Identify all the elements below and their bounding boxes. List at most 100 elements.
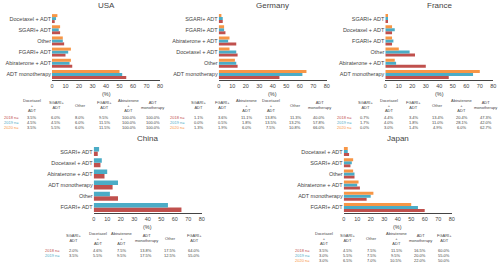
- svg-text:55.0%: 55.0%: [188, 253, 200, 258]
- svg-text:ADTmonotherapy: ADTmonotherapy: [474, 100, 497, 110]
- svg-text:17.5%: 17.5%: [140, 253, 152, 258]
- svg-text:9.5%: 9.5%: [99, 115, 109, 120]
- svg-text:Other: Other: [37, 38, 51, 44]
- svg-text:13.5%: 13.5%: [265, 120, 277, 125]
- svg-text:FGARI+ ADT: FGARI+ ADT: [185, 27, 218, 33]
- svg-text:10: 10: [229, 83, 235, 89]
- svg-text:20: 20: [368, 216, 374, 222]
- svg-text:2018 n=: 2018 n=: [170, 115, 185, 120]
- svg-text:100.0%: 100.0%: [146, 125, 160, 130]
- svg-text:100.0%: 100.0%: [122, 115, 136, 120]
- svg-text:1.8%: 1.8%: [409, 120, 419, 125]
- svg-text:ADT monotherapy: ADT monotherapy: [6, 71, 51, 77]
- svg-text:Other: Other: [165, 236, 176, 241]
- svg-text:11.5%: 11.5%: [99, 120, 110, 125]
- svg-text:22.0%: 22.0%: [414, 258, 426, 263]
- svg-text:13.4%: 13.4%: [432, 115, 444, 120]
- svg-text:42.0%: 42.0%: [480, 120, 492, 125]
- svg-text:2019 n=: 2019 n=: [337, 120, 352, 125]
- svg-text:70: 70: [310, 83, 316, 89]
- svg-text:12.5%: 12.5%: [164, 253, 176, 258]
- svg-text:2020 n=: 2020 n=: [337, 125, 352, 130]
- svg-text:ADT monotherapy: ADT monotherapy: [340, 71, 385, 77]
- svg-text:ADT monotherapy: ADT monotherapy: [48, 182, 93, 188]
- svg-text:50: 50: [408, 216, 414, 222]
- svg-text:0: 0: [384, 83, 387, 89]
- svg-text:60: 60: [422, 216, 428, 222]
- svg-text:100.0%: 100.0%: [122, 125, 136, 130]
- svg-text:100.0%: 100.0%: [146, 120, 160, 125]
- svg-text:2018 n=: 2018 n=: [45, 248, 60, 253]
- svg-text:60: 60: [172, 216, 178, 222]
- svg-text:11.3%: 11.3%: [290, 115, 301, 120]
- svg-text:Abiraterone + ADT: Abiraterone + ADT: [47, 171, 93, 177]
- svg-text:40: 40: [103, 83, 109, 89]
- svg-text:6.0%: 6.0%: [457, 125, 467, 130]
- svg-text:80: 80: [449, 216, 455, 222]
- svg-text:10: 10: [62, 83, 68, 89]
- svg-text:10.8%: 10.8%: [289, 125, 301, 130]
- svg-text:(%): (%): [268, 91, 277, 97]
- svg-text:50: 50: [116, 83, 122, 89]
- svg-text:11.5%: 11.5%: [99, 125, 110, 130]
- svg-text:60: 60: [297, 83, 303, 89]
- svg-text:1.3%: 1.3%: [194, 125, 204, 130]
- svg-text:SGARI+ADT: SGARI+ADT: [66, 233, 81, 243]
- svg-text:10: 10: [396, 83, 402, 89]
- svg-text:FGARI+ADT: FGARI+ADT: [215, 100, 230, 110]
- svg-text:Docetaxel+ADT: Docetaxel+ADT: [89, 231, 107, 246]
- svg-text:Other: Other: [290, 103, 301, 108]
- svg-text:11.1%: 11.1%: [241, 115, 252, 120]
- svg-text:62.7%: 62.7%: [480, 125, 492, 130]
- svg-text:3.0%: 3.0%: [384, 125, 394, 130]
- svg-text:(%): (%): [435, 91, 444, 97]
- svg-text:40.0%: 40.0%: [313, 115, 325, 120]
- svg-text:2019 n=: 2019 n=: [170, 120, 185, 125]
- svg-text:60: 60: [463, 83, 469, 89]
- svg-text:6.0%: 6.0%: [75, 125, 85, 130]
- svg-text:70: 70: [185, 216, 191, 222]
- svg-text:0: 0: [92, 216, 95, 222]
- svg-text:SGARI+ADT: SGARI+ADT: [358, 100, 373, 110]
- svg-text:10: 10: [104, 216, 110, 222]
- svg-text:7.5%: 7.5%: [266, 125, 276, 130]
- svg-text:1.8%: 1.8%: [242, 120, 252, 125]
- svg-text:2019 n=: 2019 n=: [4, 120, 19, 125]
- svg-text:57.8%: 57.8%: [313, 120, 325, 125]
- svg-text:0: 0: [50, 83, 53, 89]
- svg-text:(%): (%): [143, 224, 152, 230]
- svg-text:Other: Other: [75, 103, 86, 108]
- svg-text:2018 n=: 2018 n=: [295, 248, 310, 253]
- svg-text:20: 20: [118, 216, 124, 222]
- svg-text:ADT monotherapy: ADT monotherapy: [298, 193, 343, 199]
- svg-text:1.7%: 1.7%: [360, 120, 370, 125]
- svg-text:2018 n=: 2018 n=: [4, 115, 19, 120]
- svg-text:40: 40: [145, 216, 151, 222]
- svg-text:4.9%: 4.9%: [433, 125, 443, 130]
- svg-text:6.0%: 6.0%: [51, 115, 61, 120]
- svg-text:4.5%: 4.5%: [343, 248, 353, 253]
- svg-text:5.5%: 5.5%: [93, 253, 103, 258]
- svg-text:50: 50: [450, 83, 456, 89]
- svg-text:Docetaxel + ADT: Docetaxel + ADT: [10, 16, 52, 22]
- svg-text:3.6%: 3.6%: [218, 115, 228, 120]
- svg-text:Japan: Japan: [387, 134, 409, 143]
- svg-text:3.0%: 3.0%: [319, 258, 329, 263]
- svg-text:11.5%: 11.5%: [391, 248, 402, 253]
- svg-text:Other: Other: [204, 60, 218, 66]
- svg-text:(%): (%): [102, 91, 111, 97]
- svg-text:ADTmonotherapy: ADTmonotherapy: [409, 233, 432, 243]
- svg-text:Docetaxel + ADT: Docetaxel + ADT: [343, 27, 385, 33]
- svg-text:30: 30: [423, 83, 429, 89]
- svg-text:9.5%: 9.5%: [117, 253, 127, 258]
- svg-text:4.4%: 4.4%: [384, 115, 394, 120]
- svg-text:FGARI+ADT: FGARI+ADT: [97, 100, 112, 110]
- svg-text:1.4%: 1.4%: [409, 125, 419, 130]
- svg-text:17.5%: 17.5%: [164, 248, 176, 253]
- svg-text:Other: Other: [329, 171, 343, 177]
- svg-text:40: 40: [436, 83, 442, 89]
- svg-text:28.1%: 28.1%: [456, 120, 468, 125]
- svg-text:7.5%: 7.5%: [367, 253, 377, 258]
- svg-text:1.1%: 1.1%: [194, 115, 204, 120]
- svg-text:7.5%: 7.5%: [117, 248, 127, 253]
